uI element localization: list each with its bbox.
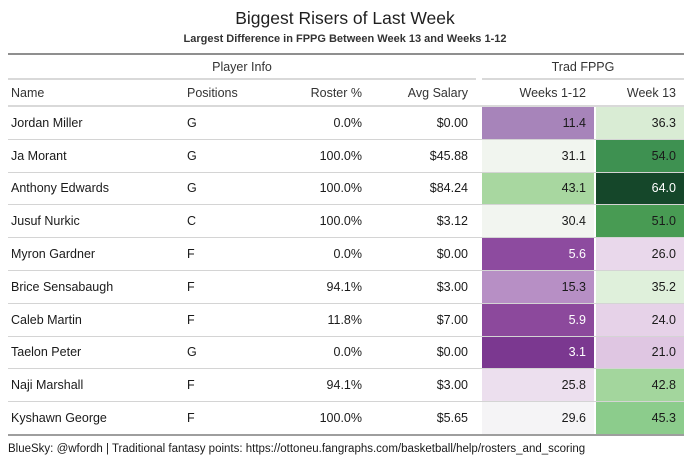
roster-pct-cell: 11.8% [327, 312, 362, 327]
table-row: Taelon Peter G 0.0% $0.00 3.1 21.0 [8, 336, 684, 370]
table-row: Caleb Martin F 11.8% $7.00 5.9 24.0 [8, 303, 684, 337]
avg-salary-cell: $3.12 [436, 214, 468, 229]
weeks-1-12-heatmap-cell: 31.1 [476, 139, 594, 172]
week-13-heatmap-cell: 21.0 [594, 336, 684, 369]
player-name-cell: Taelon Peter [11, 345, 82, 360]
avg-salary-cell: $7.00 [436, 312, 468, 327]
column-group-header-row: Player Info Trad FPPG [8, 55, 684, 80]
week-13-heatmap-cell: 64.0 [594, 172, 684, 205]
table-row: Kyshawn George F 100.0% $5.65 29.6 45.3 [8, 402, 684, 436]
roster-pct-cell: 0.0% [333, 115, 363, 130]
positions-cell: G [187, 115, 197, 130]
player-name-cell: Kyshawn George [11, 411, 107, 426]
roster-pct-cell: 0.0% [333, 247, 363, 262]
weeks-1-12-heatmap-cell: 5.6 [476, 238, 594, 270]
weeks-1-12-heatmap-cell: 30.4 [476, 205, 594, 238]
roster-pct-cell: 100.0% [319, 181, 362, 196]
table-row: Jordan Miller G 0.0% $0.00 11.4 36.3 [8, 107, 684, 140]
avg-salary-cell: $84.24 [429, 181, 468, 196]
avg-salary-cell: $0.00 [436, 247, 468, 262]
avg-salary-cell: $3.00 [436, 279, 468, 294]
positions-cell: G [187, 181, 197, 196]
weeks-1-12-heatmap-cell: 3.1 [476, 336, 594, 369]
player-name-cell: Anthony Edwards [11, 181, 109, 196]
week-13-heatmap-cell: 24.0 [594, 303, 684, 336]
column-header-week-13: Week 13 [626, 85, 676, 100]
player-name-cell: Ja Morant [11, 148, 67, 163]
table-row: Anthony Edwards G 100.0% $84.24 43.1 64.… [8, 172, 684, 206]
player-name-cell: Jordan Miller [11, 115, 83, 130]
column-group-trad-fppg: Trad FPPG [482, 55, 684, 80]
avg-salary-cell: $0.00 [436, 345, 468, 360]
player-name-cell: Jusuf Nurkic [11, 214, 80, 229]
positions-cell: F [187, 411, 195, 426]
column-group-player-info: Player Info [8, 55, 476, 80]
positions-cell: C [187, 214, 197, 229]
weeks-1-12-heatmap-cell: 5.9 [476, 303, 594, 336]
table-body: Jordan Miller G 0.0% $0.00 11.4 36.3 Ja … [8, 107, 684, 436]
weeks-1-12-heatmap-cell: 11.4 [476, 107, 594, 139]
weeks-1-12-heatmap-cell: 43.1 [476, 172, 594, 205]
weeks-1-12-heatmap-cell: 29.6 [476, 402, 594, 434]
week-13-heatmap-cell: 36.3 [594, 107, 684, 139]
roster-pct-cell: 94.1% [326, 378, 362, 393]
positions-cell: F [187, 279, 195, 294]
page-title: Biggest Risers of Last Week [235, 8, 455, 28]
avg-salary-cell: $0.00 [436, 115, 468, 130]
positions-cell: F [187, 378, 195, 393]
week-13-heatmap-cell: 26.0 [594, 238, 684, 270]
positions-cell: F [187, 312, 195, 327]
week-13-heatmap-cell: 51.0 [594, 205, 684, 238]
risers-table: Player Info Trad FPPG Name Positions Ros… [8, 53, 684, 436]
column-header-row: Name Positions Roster % Avg Salary Weeks… [8, 80, 684, 107]
avg-salary-cell: $5.65 [436, 411, 468, 426]
column-header-weeks-1-12: Weeks 1-12 [519, 85, 586, 100]
source-caption: BlueSky: @wfordh | Traditional fantasy p… [8, 442, 586, 455]
column-header-roster-pct: Roster % [310, 85, 362, 100]
table-row: Brice Sensabaugh F 94.1% $3.00 15.3 35.2 [8, 270, 684, 304]
roster-pct-cell: 100.0% [319, 411, 362, 426]
avg-salary-cell: $45.88 [429, 148, 468, 163]
roster-pct-cell: 0.0% [333, 345, 363, 360]
table-row: Myron Gardner F 0.0% $0.00 5.6 26.0 [8, 238, 684, 271]
page-subtitle: Largest Difference in FPPG Between Week … [183, 33, 507, 45]
positions-cell: G [187, 345, 197, 360]
week-13-heatmap-cell: 42.8 [594, 369, 684, 402]
player-name-cell: Myron Gardner [11, 247, 96, 262]
positions-cell: F [187, 247, 195, 262]
positions-cell: G [187, 148, 197, 163]
week-13-heatmap-cell: 35.2 [594, 270, 684, 303]
table-row: Ja Morant G 100.0% $45.88 31.1 54.0 [8, 139, 684, 173]
roster-pct-cell: 100.0% [319, 148, 362, 163]
column-header-avg-salary: Avg Salary [407, 85, 468, 100]
column-header-name: Name [11, 85, 45, 100]
table-row: Naji Marshall F 94.1% $3.00 25.8 42.8 [8, 369, 684, 403]
week-13-heatmap-cell: 45.3 [594, 402, 684, 434]
avg-salary-cell: $3.00 [436, 378, 468, 393]
player-name-cell: Brice Sensabaugh [11, 279, 114, 294]
weeks-1-12-heatmap-cell: 25.8 [476, 369, 594, 402]
table-row: Jusuf Nurkic C 100.0% $3.12 30.4 51.0 [8, 205, 684, 239]
player-name-cell: Caleb Martin [11, 312, 82, 327]
roster-pct-cell: 100.0% [319, 214, 362, 229]
player-name-cell: Naji Marshall [11, 378, 84, 393]
column-header-positions: Positions [187, 85, 238, 100]
roster-pct-cell: 94.1% [326, 279, 362, 294]
week-13-heatmap-cell: 54.0 [594, 139, 684, 172]
weeks-1-12-heatmap-cell: 15.3 [476, 270, 594, 303]
